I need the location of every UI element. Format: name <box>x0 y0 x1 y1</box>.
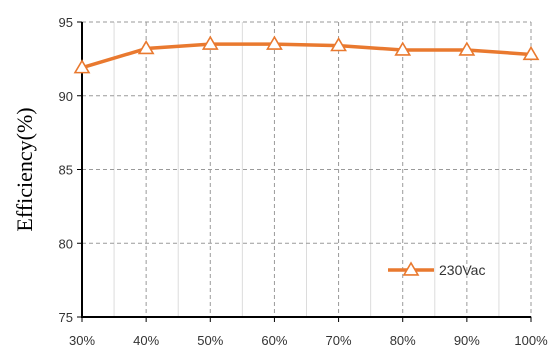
legend: 230Vac <box>388 261 485 278</box>
x-tick-label: 90% <box>454 333 480 348</box>
y-axis-ticks: 75 80 85 90 95 <box>59 15 82 325</box>
y-tick-label: 95 <box>59 15 73 30</box>
y-axis-label: Efficiency(%) <box>12 107 37 231</box>
x-tick-label: 70% <box>326 333 352 348</box>
legend-label: 230Vac <box>439 262 485 278</box>
series-group <box>73 35 540 74</box>
x-tick-label: 100% <box>514 333 548 348</box>
y-tick-label: 75 <box>59 310 73 325</box>
grid-lines <box>82 21 532 317</box>
legend-marker <box>402 261 420 276</box>
data-point-marker <box>201 35 219 50</box>
data-point-marker <box>522 45 540 61</box>
y-tick-label: 90 <box>59 89 73 104</box>
x-tick-label: 60% <box>261 333 287 348</box>
data-point-marker <box>137 39 155 55</box>
x-axis-ticks: 30% 40% 50% 60% 70% 80% 90% 100% <box>69 317 548 348</box>
x-tick-label: 40% <box>133 333 159 348</box>
data-point-marker <box>73 59 91 74</box>
x-tick-label: 50% <box>197 333 223 348</box>
y-tick-label: 85 <box>59 163 73 178</box>
data-point-marker <box>458 41 476 56</box>
x-tick-label: 30% <box>69 333 95 348</box>
data-point-marker <box>330 37 347 52</box>
y-tick-label: 80 <box>59 236 73 251</box>
data-point-marker <box>394 41 412 56</box>
data-point-marker <box>266 35 283 50</box>
x-tick-label: 80% <box>390 333 416 348</box>
series-line <box>81 42 532 70</box>
